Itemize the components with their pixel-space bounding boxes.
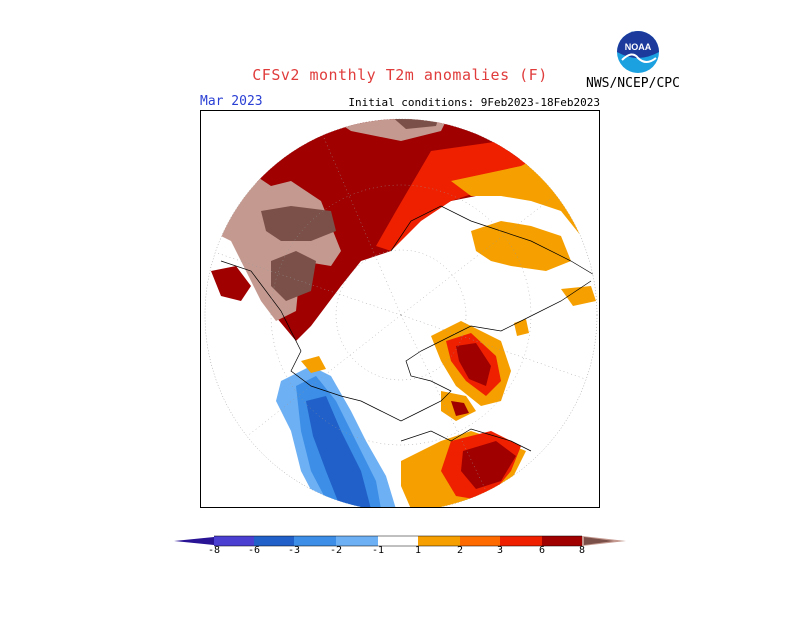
anomaly-region-alaska-orange [471, 221, 571, 271]
initial-conditions: Initial conditions: 9Feb2023-18Feb2023 [348, 96, 600, 109]
colorbar-bin [542, 536, 582, 546]
anomaly-region-eurasia-dark-brown-2 [271, 251, 316, 301]
colorbar-label: 1 [414, 545, 422, 556]
noaa-logo: NOAA [616, 30, 660, 78]
coastline [400, 428, 532, 452]
coastline [220, 260, 592, 422]
colorbar-label: -1 [371, 545, 385, 556]
colorbar-bin [336, 536, 378, 546]
colorbar-bin [378, 536, 418, 546]
colorbar-bin [460, 536, 500, 546]
colorbar-label: 3 [496, 545, 504, 556]
svg-text:NOAA: NOAA [625, 42, 652, 52]
colorbar-label: 6 [538, 545, 546, 556]
agency-label: NWS/NCEP/CPC [586, 76, 680, 91]
colorbar-bin [254, 536, 294, 546]
colorbar-label: 8 [578, 545, 586, 556]
colorbar-bin [418, 536, 460, 546]
colorbar-label: -3 [287, 545, 301, 556]
colorbar-labels: -8 -6 -3 -2 -1 1 2 3 6 8 [0, 545, 800, 559]
colorbar-label: -6 [247, 545, 261, 556]
map-title: CFSv2 monthly T2m anomalies (F) [252, 66, 548, 84]
colorbar-label: 2 [456, 545, 464, 556]
anomaly-region-west-red [211, 266, 251, 301]
polar-map [200, 110, 600, 508]
anomaly-region-west-na-dark-blue [306, 396, 371, 507]
anomaly-region-eurasia-dark-brown-1 [261, 206, 336, 241]
colorbar-bin [294, 536, 336, 546]
forecast-month: Mar 2023 [200, 94, 263, 109]
anomaly-region-bering-orange [301, 356, 326, 373]
coastline [390, 205, 597, 277]
anomaly-region-east-canada-dark-red [461, 441, 516, 489]
anomaly-region-north-dark-brown [391, 119, 441, 129]
anomaly-region-small-orange [514, 319, 529, 336]
anomaly-region-north-brown [321, 119, 451, 141]
colorbar-label: -2 [329, 545, 343, 556]
anomaly-region-arctic-red [451, 401, 469, 416]
colorbar-left-arrow [174, 537, 214, 545]
anomaly-region-east-orange [561, 286, 596, 306]
colorbar-bin [214, 536, 254, 546]
graticule [210, 130, 592, 502]
anomaly-region-canada-dark-red [456, 343, 491, 386]
colorbar-bin [500, 536, 542, 546]
colorbar-legend [174, 532, 626, 556]
colorbar-label: -8 [207, 545, 221, 556]
anomaly-region-asia-red [376, 141, 531, 251]
